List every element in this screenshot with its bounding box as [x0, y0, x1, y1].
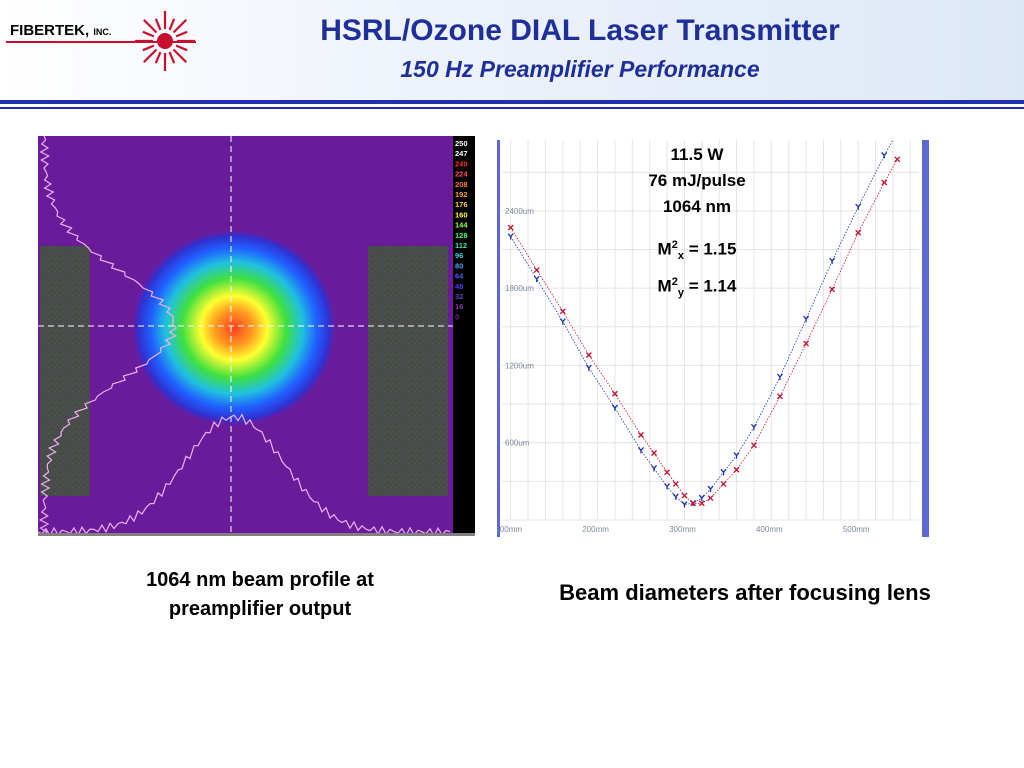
data-point [559, 318, 566, 325]
data-point [611, 390, 618, 397]
series-line-0 [510, 140, 894, 505]
data-point [803, 315, 810, 323]
colorbar-label: 80 [455, 261, 463, 270]
slide-title: HSRL/Ozone DIAL Laser Transmitter [320, 14, 840, 47]
beam-profile-image: 2502472402242081921761601441281129680644… [38, 136, 475, 536]
chart-caption: Beam diameters after focusing lens [559, 580, 931, 605]
annotation-power: 11.5 W [670, 145, 724, 164]
data-point [750, 423, 757, 431]
x-tick-label: 300mm [669, 525, 696, 534]
data-point [803, 340, 810, 347]
data-point [672, 493, 679, 500]
data-point [533, 267, 540, 274]
noise-region-right [368, 246, 448, 496]
horizontal-intensity-profile [38, 413, 451, 536]
header-rule-thin [0, 107, 1024, 109]
data-point [681, 501, 688, 508]
data-point [585, 352, 592, 359]
data-point [559, 308, 566, 315]
logo-name: FIBERTEK, [10, 22, 90, 39]
x-tick-label: 400mm [756, 525, 783, 534]
data-point [829, 257, 836, 265]
colorbar-label: 240 [455, 159, 468, 168]
slide-subtitle: 150 Hz Preamplifier Performance [400, 56, 760, 82]
colorbar-label: 112 [455, 241, 467, 250]
data-point [707, 495, 714, 502]
beam-diameter-chart: 100mm 200mm 300mm 400mm 500mm 600um 1200um 1800… [497, 140, 929, 537]
data-point [690, 500, 697, 507]
colorbar [453, 136, 475, 536]
caption-left-line2: preamplifier output [168, 598, 352, 620]
data-point [651, 465, 658, 472]
colorbar-label: 32 [455, 292, 463, 301]
data-point [829, 286, 836, 293]
colorbar-label: 250 [455, 139, 468, 148]
slide-header: FIBERTEK, INC. HSRL/Ozone DIAL Laser Tra… [0, 0, 1024, 100]
y-tick-label: 1200um [505, 361, 534, 370]
colorbar-label: 0 [455, 312, 459, 321]
data-point [638, 447, 644, 454]
data-point [664, 483, 671, 490]
data-point [777, 373, 783, 381]
data-point [681, 492, 688, 499]
data-point [585, 364, 592, 371]
data-point [720, 480, 727, 487]
colorbar-label: 247 [455, 149, 468, 158]
data-point [894, 156, 901, 163]
data-point [777, 393, 783, 400]
annotation-energy: 76 mJ/pulse [648, 171, 746, 190]
data-point [507, 224, 514, 231]
data-point [881, 152, 888, 159]
company-logo-text: FIBERTEK, INC. [10, 22, 111, 39]
x-tick-label: 200mm [582, 525, 609, 534]
x-tick-label: 100mm [497, 525, 522, 534]
data-point [664, 469, 671, 476]
data-point [707, 485, 714, 493]
data-point [720, 468, 727, 476]
data-point [672, 480, 679, 487]
data-point [533, 275, 540, 283]
data-point [750, 442, 757, 449]
data-point [698, 494, 705, 502]
annotation-wavelength: 1064 nm [662, 197, 732, 216]
colorbar-label: 208 [455, 180, 468, 189]
colorbar-label: 160 [455, 210, 468, 219]
noise-region-left [40, 246, 90, 496]
colorbar-label: 64 [455, 272, 464, 281]
y-tick-label: 1800um [505, 284, 534, 293]
chart-annotation: 11.5 W 76 mJ/pulse 1064 nm M2x = 1.15 M2… [612, 142, 782, 306]
logo-suffix: INC. [93, 27, 112, 37]
colorbar-label: 96 [455, 251, 463, 260]
sunburst-logo-icon [135, 11, 195, 71]
colorbar-label: 48 [455, 282, 463, 291]
data-point [881, 179, 888, 186]
logo-underline [6, 41, 196, 43]
colorbar-label: 224 [455, 170, 468, 179]
y-tick-label: 2400um [505, 207, 534, 216]
data-point [698, 500, 705, 507]
y-tick-label: 600um [505, 439, 530, 448]
vertical-intensity-profile [38, 136, 178, 536]
caption-left-line1: 1064 nm beam profile at [146, 569, 374, 591]
colorbar-label: 16 [455, 302, 463, 311]
m2-y-value: M2y = 1.14 [657, 276, 737, 300]
beam-spot [130, 228, 338, 428]
data-point [611, 404, 618, 411]
beam-profile-caption: 1064 nm beam profile at preamplifier out… [95, 566, 425, 624]
colorbar-label: 144 [455, 221, 468, 230]
data-point [733, 466, 740, 473]
data-point [651, 450, 657, 456]
x-tick-label: 500mm [843, 525, 870, 534]
colorbar-label: 176 [455, 200, 468, 209]
colorbar-label: 128 [455, 231, 468, 240]
data-point [855, 229, 862, 236]
data-point [638, 432, 644, 438]
data-point [855, 203, 862, 210]
data-point [507, 233, 514, 240]
header-rule-thick [0, 100, 1024, 104]
data-point [733, 452, 740, 459]
colorbar-label: 192 [455, 190, 468, 199]
m2-x-value: M2x = 1.15 [657, 239, 737, 263]
